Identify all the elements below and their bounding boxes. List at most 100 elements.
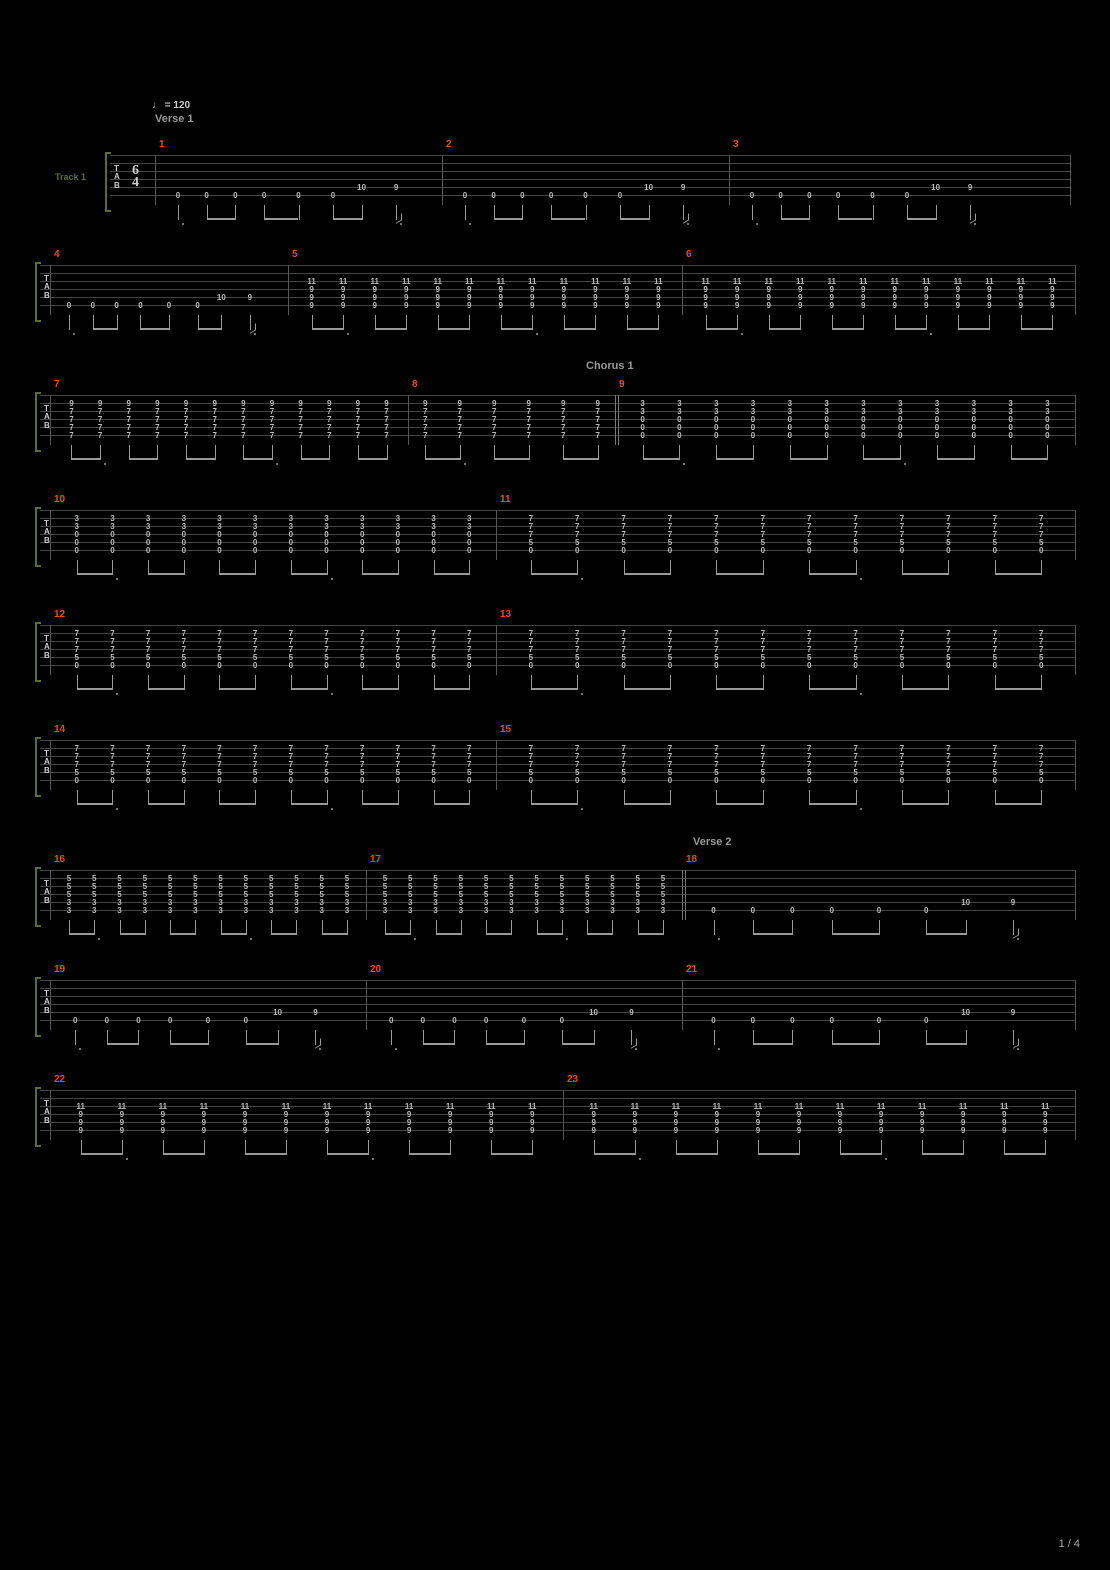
measure-number: 10 [54,494,65,505]
tab-fret: 0 [522,1017,526,1025]
tab-fret: 0 [836,192,840,200]
tab-fret: 9 [1043,1127,1047,1135]
tab-fret: 0 [618,192,622,200]
tab-clef: TAB [44,520,50,545]
tab-fret: 9 [956,302,960,310]
tab-fret: 0 [993,662,997,670]
tab-fret: 9 [366,1127,370,1135]
tab-clef: TAB [44,990,50,1015]
tab-fret: 0 [711,1017,715,1025]
tab-fret: 0 [182,777,186,785]
tab-fret: 0 [529,662,533,670]
measure-number: 18 [686,854,697,865]
tab-fret: 7 [492,432,496,440]
measure-number: 17 [370,854,381,865]
tab-fret: 0 [935,432,939,440]
tab-fret: 0 [431,547,435,555]
tab-fret: 0 [946,547,950,555]
tab-fret: 0 [324,547,328,555]
tab-fret: 3 [585,907,589,915]
tab-fret: 0 [168,1017,172,1025]
tab-fret: 3 [117,907,121,915]
tab-fret: 10 [217,294,226,302]
tab-fret: 0 [520,192,524,200]
tab-fret: 0 [711,907,715,915]
tab-fret: 9 [530,1127,534,1135]
tab-fret: 9 [674,1127,678,1135]
tab-fret: 0 [575,547,579,555]
tab-fret: 7 [212,432,216,440]
tab-fret: 9 [838,1127,842,1135]
tab-fret: 9 [202,1127,206,1135]
measure-number: 13 [500,609,511,620]
tab-fret: 9 [499,302,503,310]
tab-fret: 0 [807,662,811,670]
tab-staff: TAB64123000000109000000109000000109 [110,155,1070,235]
tab-fret: 0 [575,777,579,785]
measure-number: 22 [54,1074,65,1085]
measure-number: 23 [567,1074,578,1085]
tab-fret: 0 [136,1017,140,1025]
tab-fret: 9 [924,302,928,310]
tab-fret: 7 [69,432,73,440]
tab-fret: 9 [562,302,566,310]
tab-fret: 0 [467,777,471,785]
tab-fret: 7 [527,432,531,440]
tab-fret: 9 [715,1127,719,1135]
tab-fret: 0 [900,547,904,555]
tab-fret: 3 [244,907,248,915]
tab-fret: 0 [1039,777,1043,785]
tab-fret: 7 [327,432,331,440]
tab-fret: 0 [467,662,471,670]
measure-number: 9 [619,379,625,390]
tab-fret: 7 [127,432,131,440]
measure-number: 20 [370,964,381,975]
tab-fret: 0 [900,662,904,670]
tab-fret: 0 [621,777,625,785]
tab-fret: 9 [309,302,313,310]
tab-fret: 0 [790,907,794,915]
tab-fret: 9 [920,1127,924,1135]
tab-fret: 9 [987,302,991,310]
tab-fret: 0 [110,547,114,555]
measure-number: 12 [54,609,65,620]
tab-fret: 7 [270,432,274,440]
tab-fret: 0 [829,907,833,915]
tab-fret: 0 [484,1017,488,1025]
tab-fret: 0 [1008,432,1012,440]
tab-fret: 0 [751,907,755,915]
tab-fret: 9 [625,302,629,310]
tab-fret: 0 [324,777,328,785]
tab-fret: 7 [458,432,462,440]
tab-fret: 9 [161,1127,165,1135]
tab-fret: 0 [244,1017,248,1025]
tab-fret: 3 [534,907,538,915]
tab-fret: 7 [155,432,159,440]
tab-staff: TAB1213777507775077750777507775077750777… [40,625,1075,705]
tab-fret: 0 [972,432,976,440]
tab-fret: 0 [204,192,208,200]
tab-fret: 0 [146,777,150,785]
measure-number: 3 [733,139,739,150]
tab-fret: 0 [900,777,904,785]
tab-clef: TAB [44,635,50,660]
tab-fret: 9 [703,302,707,310]
tab-fret: 7 [298,432,302,440]
tab-fret: 0 [217,547,221,555]
tab-fret: 3 [661,907,665,915]
tab-fret: 3 [218,907,222,915]
tab-fret: 3 [143,907,147,915]
tab-fret: 0 [853,777,857,785]
tab-fret: 0 [253,777,257,785]
tab-fret: 10 [644,184,653,192]
tab-fret: 0 [790,1017,794,1025]
tab-clef: TAB [44,275,50,300]
tab-fret: 0 [253,547,257,555]
tab-fret: 0 [1039,662,1043,670]
tab-fret: 7 [561,432,565,440]
tab-fret: 9 [893,302,897,310]
tab-fret: 7 [184,432,188,440]
tab-fret: 0 [621,547,625,555]
tab-fret: 0 [714,662,718,670]
tab-fret: 10 [931,184,940,192]
